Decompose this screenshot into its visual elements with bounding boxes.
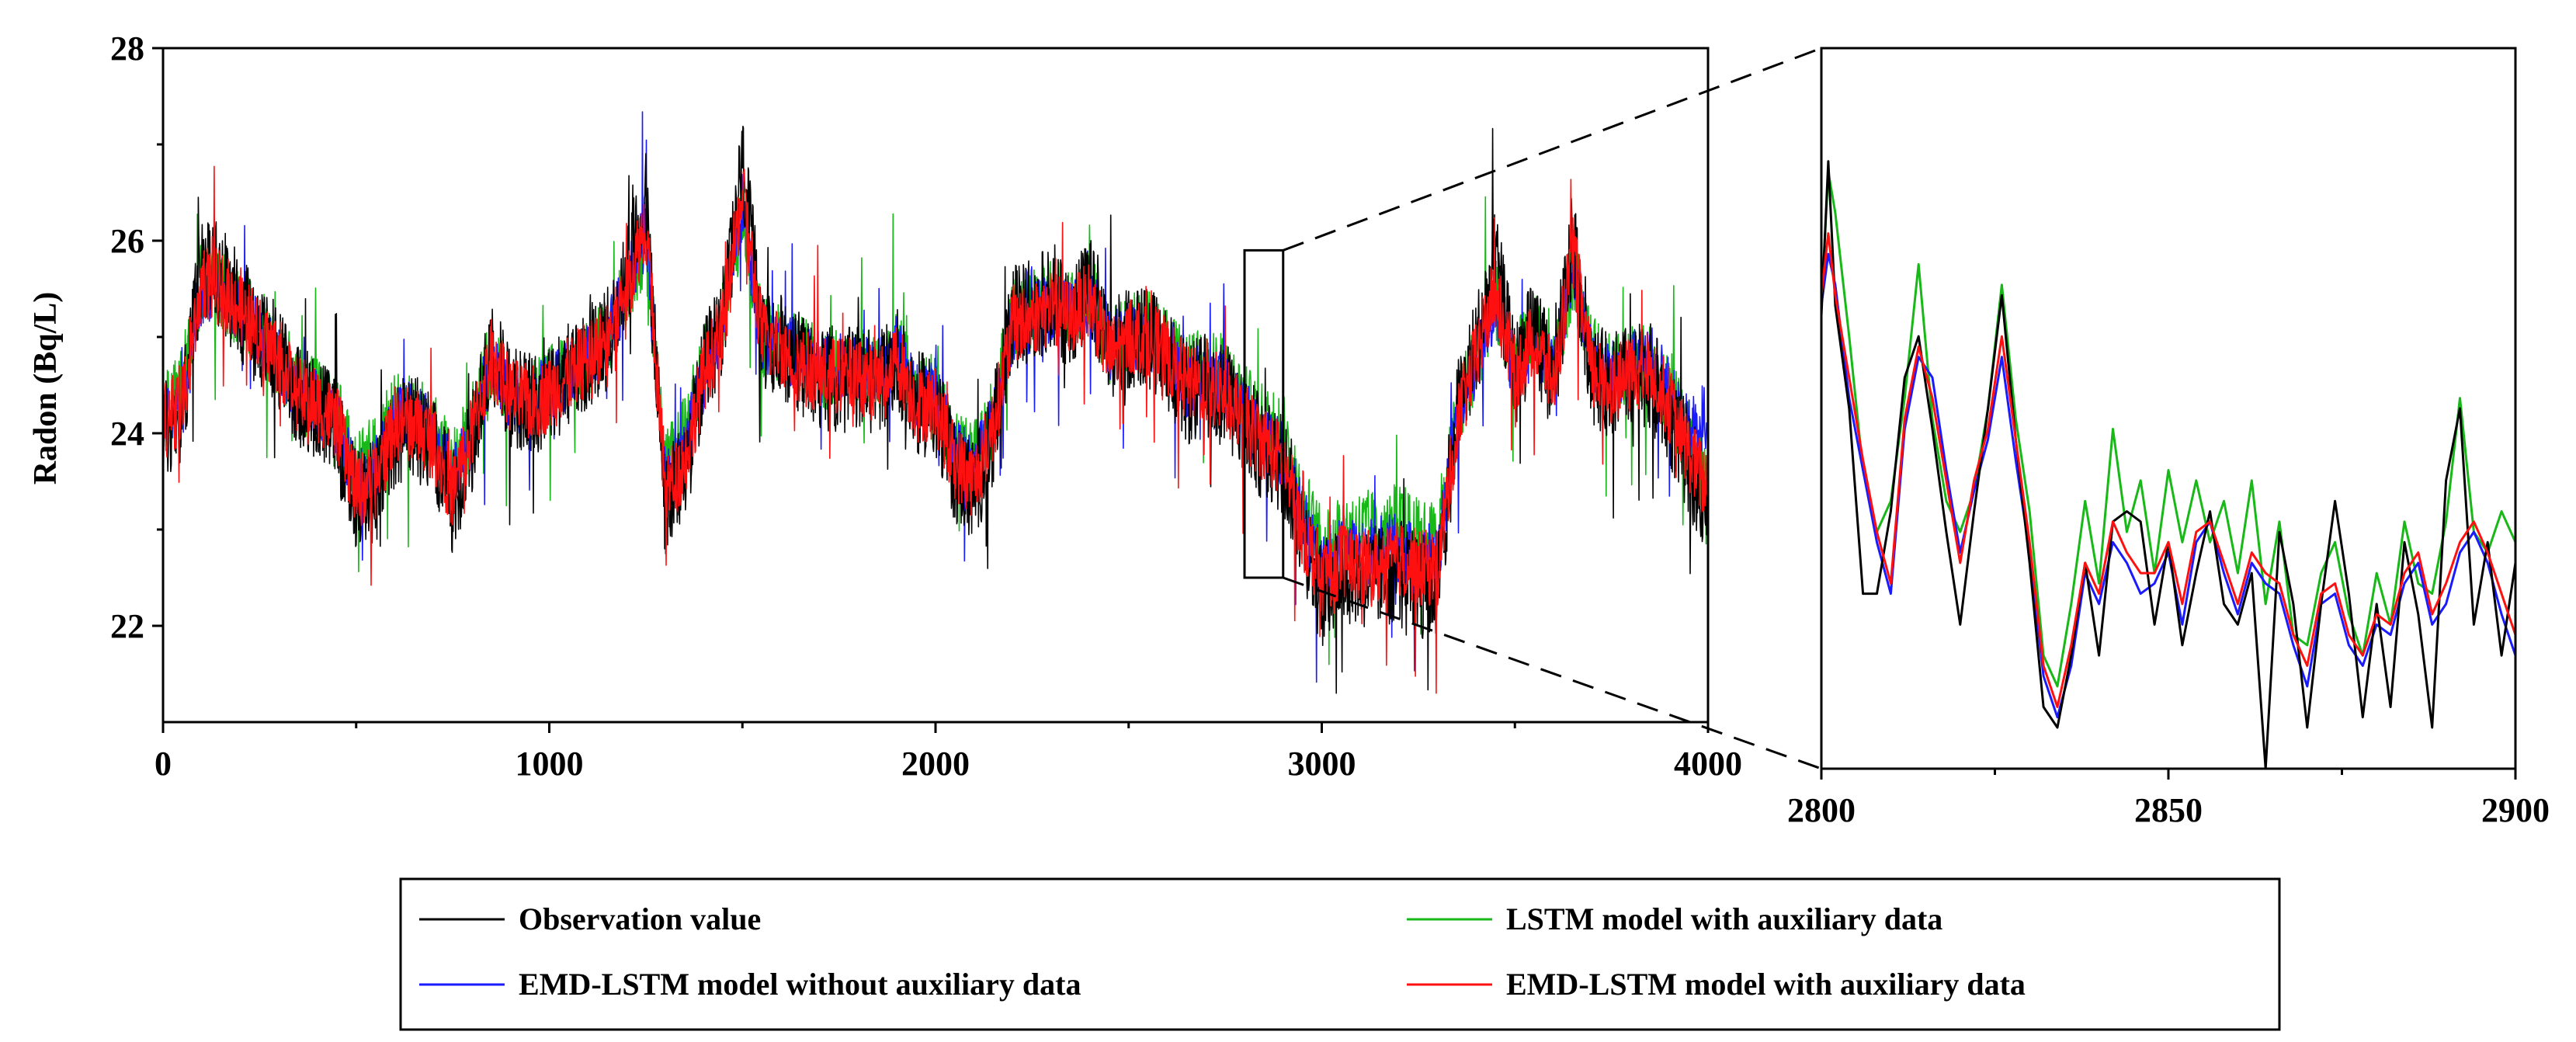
main-y-tick-label: 28	[110, 30, 144, 68]
main-x-tick-label: 2000	[901, 745, 970, 783]
legend: Observation value LSTM model with auxili…	[399, 877, 2281, 1031]
legend-entry-observation: Observation value	[419, 901, 761, 936]
legend-label-emd-aux: EMD-LSTM model with auxiliary data	[1506, 967, 2026, 1002]
main-y-axis: 22 24 26 28	[110, 30, 163, 645]
zoom-connector-top	[1283, 47, 1822, 252]
zoom-series-group	[1820, 160, 2517, 770]
y-axis-title: Radon (Bq/L)	[28, 292, 64, 485]
zoom-x-tick-label: 2900	[2481, 791, 2550, 829]
main-y-tick-label: 26	[110, 222, 144, 260]
legend-entry-lstm: LSTM model with auxiliary data	[1407, 901, 1942, 936]
zoom-series-emd-lstm-model-without-auxiliary-data	[1820, 252, 2517, 719]
zoom-x-tick-label: 2800	[1787, 791, 1856, 829]
legend-entry-emd-aux: EMD-LSTM model with auxiliary data	[1407, 967, 2026, 1002]
zoom-connector-bottom	[1283, 576, 1822, 770]
main-x-tick-label: 4000	[1674, 745, 1742, 783]
legend-entry-emd-no-aux: EMD-LSTM model without auxiliary data	[419, 967, 1081, 1002]
main-y-tick-label: 22	[110, 607, 144, 645]
zoom-series-lstm-model-with-auxiliary-data	[1820, 170, 2517, 688]
zoom-x-tick-label: 2850	[2134, 791, 2203, 829]
main-y-tick-label: 24	[110, 415, 144, 453]
legend-label-lstm: LSTM model with auxiliary data	[1506, 901, 1942, 936]
zoom-chart-panel: 2800 2850 2900	[1787, 47, 2550, 829]
main-x-tick-label: 0	[154, 745, 172, 783]
zoom-series-emd-lstm-model-with-auxiliary-data	[1820, 232, 2517, 708]
legend-label-observation: Observation value	[519, 901, 761, 936]
zoom-connector-group	[1283, 47, 1822, 770]
zoom-region-box	[1243, 248, 1285, 579]
legend-frame	[399, 877, 2281, 1031]
legend-label-emd-no-aux: EMD-LSTM model without auxiliary data	[519, 967, 1081, 1002]
main-series-group	[162, 111, 1709, 694]
main-x-tick-label: 1000	[516, 745, 584, 783]
main-x-axis: 0 1000 2000 3000 4000	[154, 722, 1742, 783]
main-x-tick-label: 3000	[1288, 745, 1356, 783]
zoom-series-observation-value	[1820, 160, 2517, 770]
main-series-emd-lstm-model-with-auxiliary-data	[162, 165, 1709, 694]
main-chart-panel: 0 1000 2000 3000 4000 22 24 26 28 Radon (Bq/L)	[28, 30, 1742, 783]
zoom-x-axis: 2800 2850 2900	[1787, 769, 2550, 829]
